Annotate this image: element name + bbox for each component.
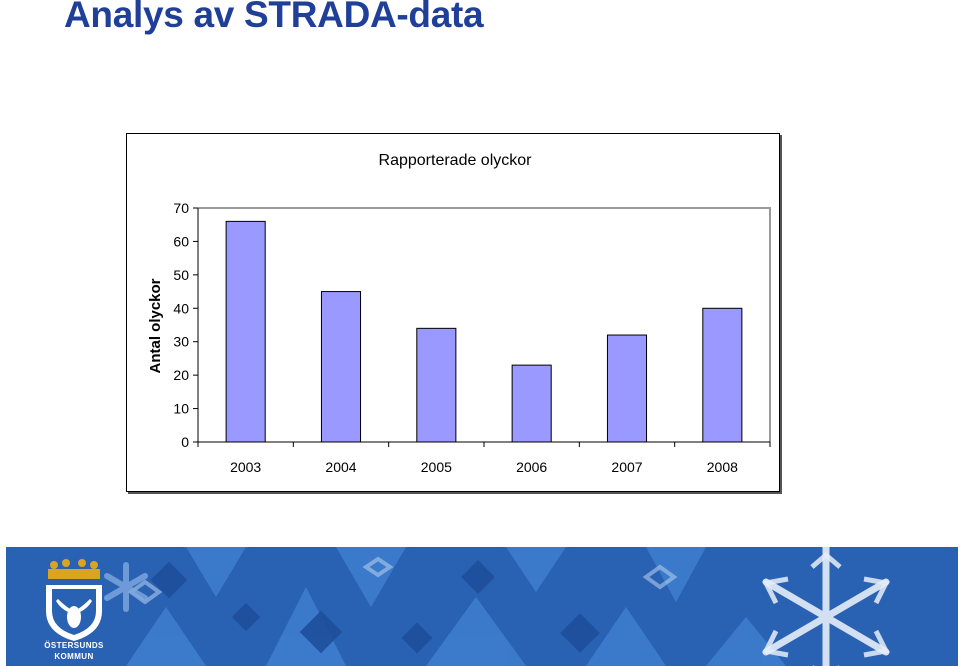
bar-2006 [511,364,552,443]
y-tick-label: 50 [173,267,189,283]
logo-text-line1: ÖSTERSUNDS [44,641,104,650]
y-tick-label: 70 [173,200,189,216]
bar-2007 [606,334,648,443]
bar-2008 [702,307,743,443]
bar-2004 [320,291,362,443]
y-tick-label: 40 [173,300,189,316]
y-tick-label: 20 [173,367,189,383]
moose-crest-icon: ÖSTERSUNDS KOMMUN [32,555,116,665]
x-tick-label: 2007 [611,459,642,475]
plot-area-border [198,207,771,442]
bar-2005 [416,327,457,443]
y-tick-label: 60 [173,233,189,249]
x-tick-label: 2004 [325,459,356,475]
bar-chart: Rapporterade olyckor Antal olyckor 0 10 20… [147,152,771,475]
x-tick-label: 2003 [230,459,261,475]
logo-text-line2: KOMMUN [54,652,94,661]
y-tick-label: 10 [173,401,189,417]
footer-banner: ÖSTERSUNDS KOMMUN [6,547,958,666]
bar-2003 [225,220,266,443]
x-tick-label: 2006 [516,459,547,475]
x-tick-label: 2008 [707,459,738,475]
chart-frame: Rapporterade olyckor Antal olyckor 0 10 20… [126,133,780,492]
chart-title: Rapporterade olyckor [379,152,533,169]
x-tick-label: 2005 [421,459,452,475]
snowflake-pattern [104,547,890,666]
y-tick-label: 30 [173,334,189,350]
slide-title: Analys av STRADA-data [64,0,484,35]
y-axis-label: Antal olyckor [147,278,164,373]
y-tick-label: 0 [181,434,189,450]
